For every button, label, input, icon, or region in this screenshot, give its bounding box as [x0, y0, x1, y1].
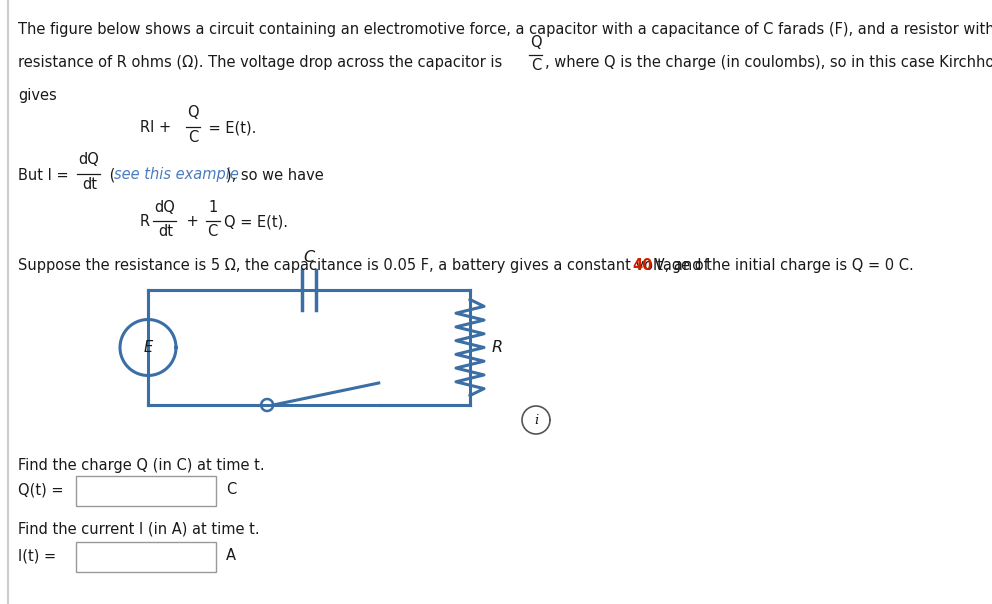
- Text: 1: 1: [208, 200, 217, 215]
- Text: = E(t).: = E(t).: [204, 121, 256, 135]
- Text: Q: Q: [530, 35, 542, 50]
- Text: C: C: [226, 483, 236, 498]
- Text: C: C: [531, 58, 542, 73]
- Text: Q: Q: [187, 105, 198, 120]
- Text: , where Q is the charge (in coulombs), so in this case Kirchhoff’s law: , where Q is the charge (in coulombs), s…: [545, 55, 992, 70]
- Text: R: R: [492, 340, 503, 355]
- Text: Find the current I (in A) at time t.: Find the current I (in A) at time t.: [18, 522, 260, 537]
- Text: 40: 40: [632, 258, 653, 273]
- Text: I(t) =: I(t) =: [18, 548, 57, 564]
- Text: gives: gives: [18, 88, 57, 103]
- Text: RI +: RI +: [140, 121, 176, 135]
- Bar: [76, 476, 216, 506]
- Bar: [76, 542, 216, 572]
- Text: Q = E(t).: Q = E(t).: [224, 214, 288, 230]
- Text: dQ: dQ: [78, 152, 99, 167]
- Text: (: (: [105, 167, 115, 182]
- Text: C: C: [188, 130, 198, 145]
- Text: +: +: [182, 214, 203, 230]
- Text: dt: dt: [82, 177, 97, 192]
- Text: Suppose the resistance is 5 Ω, the capacitance is 0.05 F, a battery gives a cons: Suppose the resistance is 5 Ω, the capac…: [18, 258, 713, 273]
- Text: Find the charge Q (in C) at time t.: Find the charge Q (in C) at time t.: [18, 458, 265, 473]
- Text: dQ: dQ: [154, 200, 175, 215]
- Text: resistance of R ohms (Ω). The voltage drop across the capacitor is: resistance of R ohms (Ω). The voltage dr…: [18, 55, 502, 70]
- Text: C: C: [304, 250, 314, 265]
- Text: The figure below shows a circuit containing an electromotive force, a capacitor : The figure below shows a circuit contain…: [18, 22, 992, 37]
- Text: ), so we have: ), so we have: [226, 167, 323, 182]
- Text: But I =: But I =: [18, 167, 73, 182]
- Text: C: C: [207, 224, 217, 239]
- Text: Q(t) =: Q(t) =: [18, 483, 63, 498]
- Text: E: E: [144, 340, 153, 355]
- Text: R: R: [140, 214, 150, 230]
- Text: V, and the initial charge is Q = 0 C.: V, and the initial charge is Q = 0 C.: [650, 258, 914, 273]
- Text: dt: dt: [158, 224, 173, 239]
- Text: see this example: see this example: [114, 167, 239, 182]
- Text: A: A: [226, 548, 236, 564]
- Text: i: i: [534, 414, 538, 426]
